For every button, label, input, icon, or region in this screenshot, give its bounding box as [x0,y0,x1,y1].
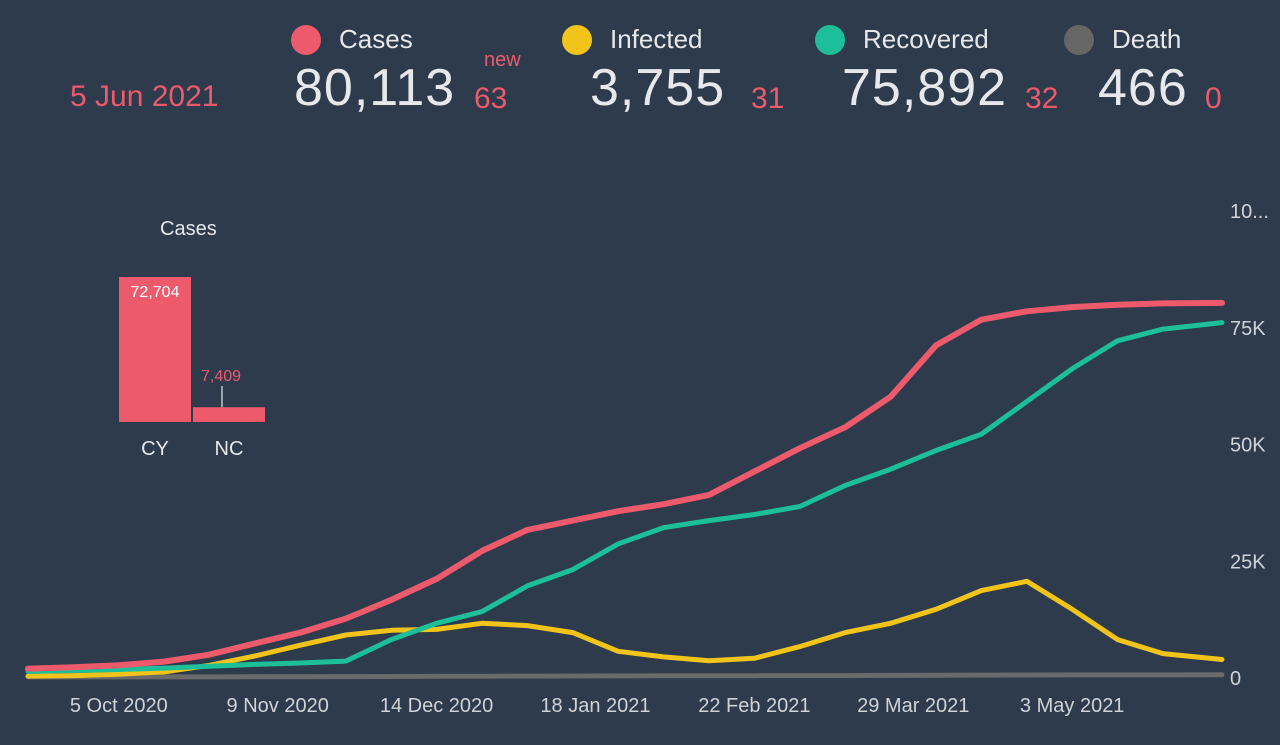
x-tick-label: 3 May 2021 [1020,695,1125,717]
x-tick-label: 14 Dec 2020 [380,695,493,717]
new-label: new [484,49,521,71]
death-delta: 0 [1205,82,1222,115]
y-tick-label: 25K [1230,551,1266,573]
cases-legend-label: Cases [339,24,413,54]
y-tick-label: 75K [1230,318,1266,340]
y-tick-label: 50K [1230,435,1266,457]
y-tick-label: 0 [1230,668,1241,690]
inset-bar-cy [119,277,191,422]
series-line-cases [25,299,1225,672]
inset-title: Cases [160,218,217,240]
inset-value-label: 7,409 [201,368,241,385]
x-tick-label: 22 Feb 2021 [698,695,810,717]
recovered-dot-icon [815,25,845,55]
cases-total: 80,113 [294,59,456,117]
inset-value-label: 72,704 [131,284,180,301]
death-total: 466 [1098,59,1188,117]
infected-dot-icon [562,25,592,55]
y-tick-label: 10... [1230,201,1269,223]
cases-dot-icon [291,25,321,55]
x-tick-label: 18 Jan 2021 [540,695,650,717]
x-tick-label: 29 Mar 2021 [857,695,969,717]
date-label: 5 Jun 2021 [70,80,219,113]
x-tick-label: 9 Nov 2020 [227,695,329,717]
inset-category-label: NC [215,438,244,460]
recovered-total: 75,892 [842,59,1008,117]
recovered-legend-label: Recovered [863,24,989,54]
infected-delta: 31 [751,82,785,115]
infected-total: 3,755 [590,59,726,117]
infected-legend-label: Infected [610,24,703,54]
inset-bar-nc [193,407,265,422]
death-legend-label: Death [1112,24,1182,54]
series-line-recovered [25,320,1225,674]
x-tick-label: 5 Oct 2020 [70,695,168,717]
series-line-infected [25,578,1225,679]
series-line-death [25,672,1225,680]
recovered-delta: 32 [1025,82,1059,115]
death-dot-icon [1064,25,1094,55]
cases-delta: 63 [474,82,508,115]
inset-category-label: CY [141,438,169,460]
